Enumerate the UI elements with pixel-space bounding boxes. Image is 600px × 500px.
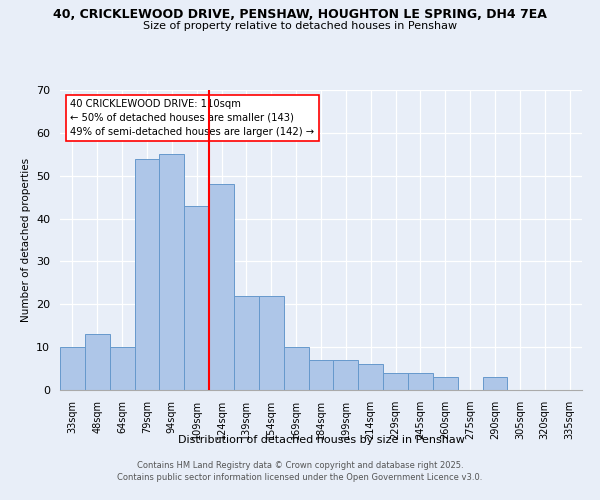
Bar [184, 206, 209, 390]
Text: 40, CRICKLEWOOD DRIVE, PENSHAW, HOUGHTON LE SPRING, DH4 7EA: 40, CRICKLEWOOD DRIVE, PENSHAW, HOUGHTON… [53, 8, 547, 20]
Text: Distribution of detached houses by size in Penshaw: Distribution of detached houses by size … [178, 435, 464, 445]
Bar [160, 154, 184, 390]
Text: Contains HM Land Registry data © Crown copyright and database right 2025.
Contai: Contains HM Land Registry data © Crown c… [118, 461, 482, 482]
Bar [482, 377, 508, 390]
Bar [334, 360, 358, 390]
Text: 40 CRICKLEWOOD DRIVE: 110sqm
← 50% of detached houses are smaller (143)
49% of s: 40 CRICKLEWOOD DRIVE: 110sqm ← 50% of de… [70, 99, 314, 137]
Y-axis label: Number of detached properties: Number of detached properties [20, 158, 31, 322]
Bar [234, 296, 259, 390]
Bar [85, 334, 110, 390]
Text: Size of property relative to detached houses in Penshaw: Size of property relative to detached ho… [143, 21, 457, 31]
Bar [383, 373, 408, 390]
Bar [284, 347, 308, 390]
Bar [408, 373, 433, 390]
Bar [358, 364, 383, 390]
Bar [308, 360, 334, 390]
Bar [259, 296, 284, 390]
Bar [209, 184, 234, 390]
Bar [110, 347, 134, 390]
Bar [134, 158, 160, 390]
Bar [60, 347, 85, 390]
Bar [433, 377, 458, 390]
